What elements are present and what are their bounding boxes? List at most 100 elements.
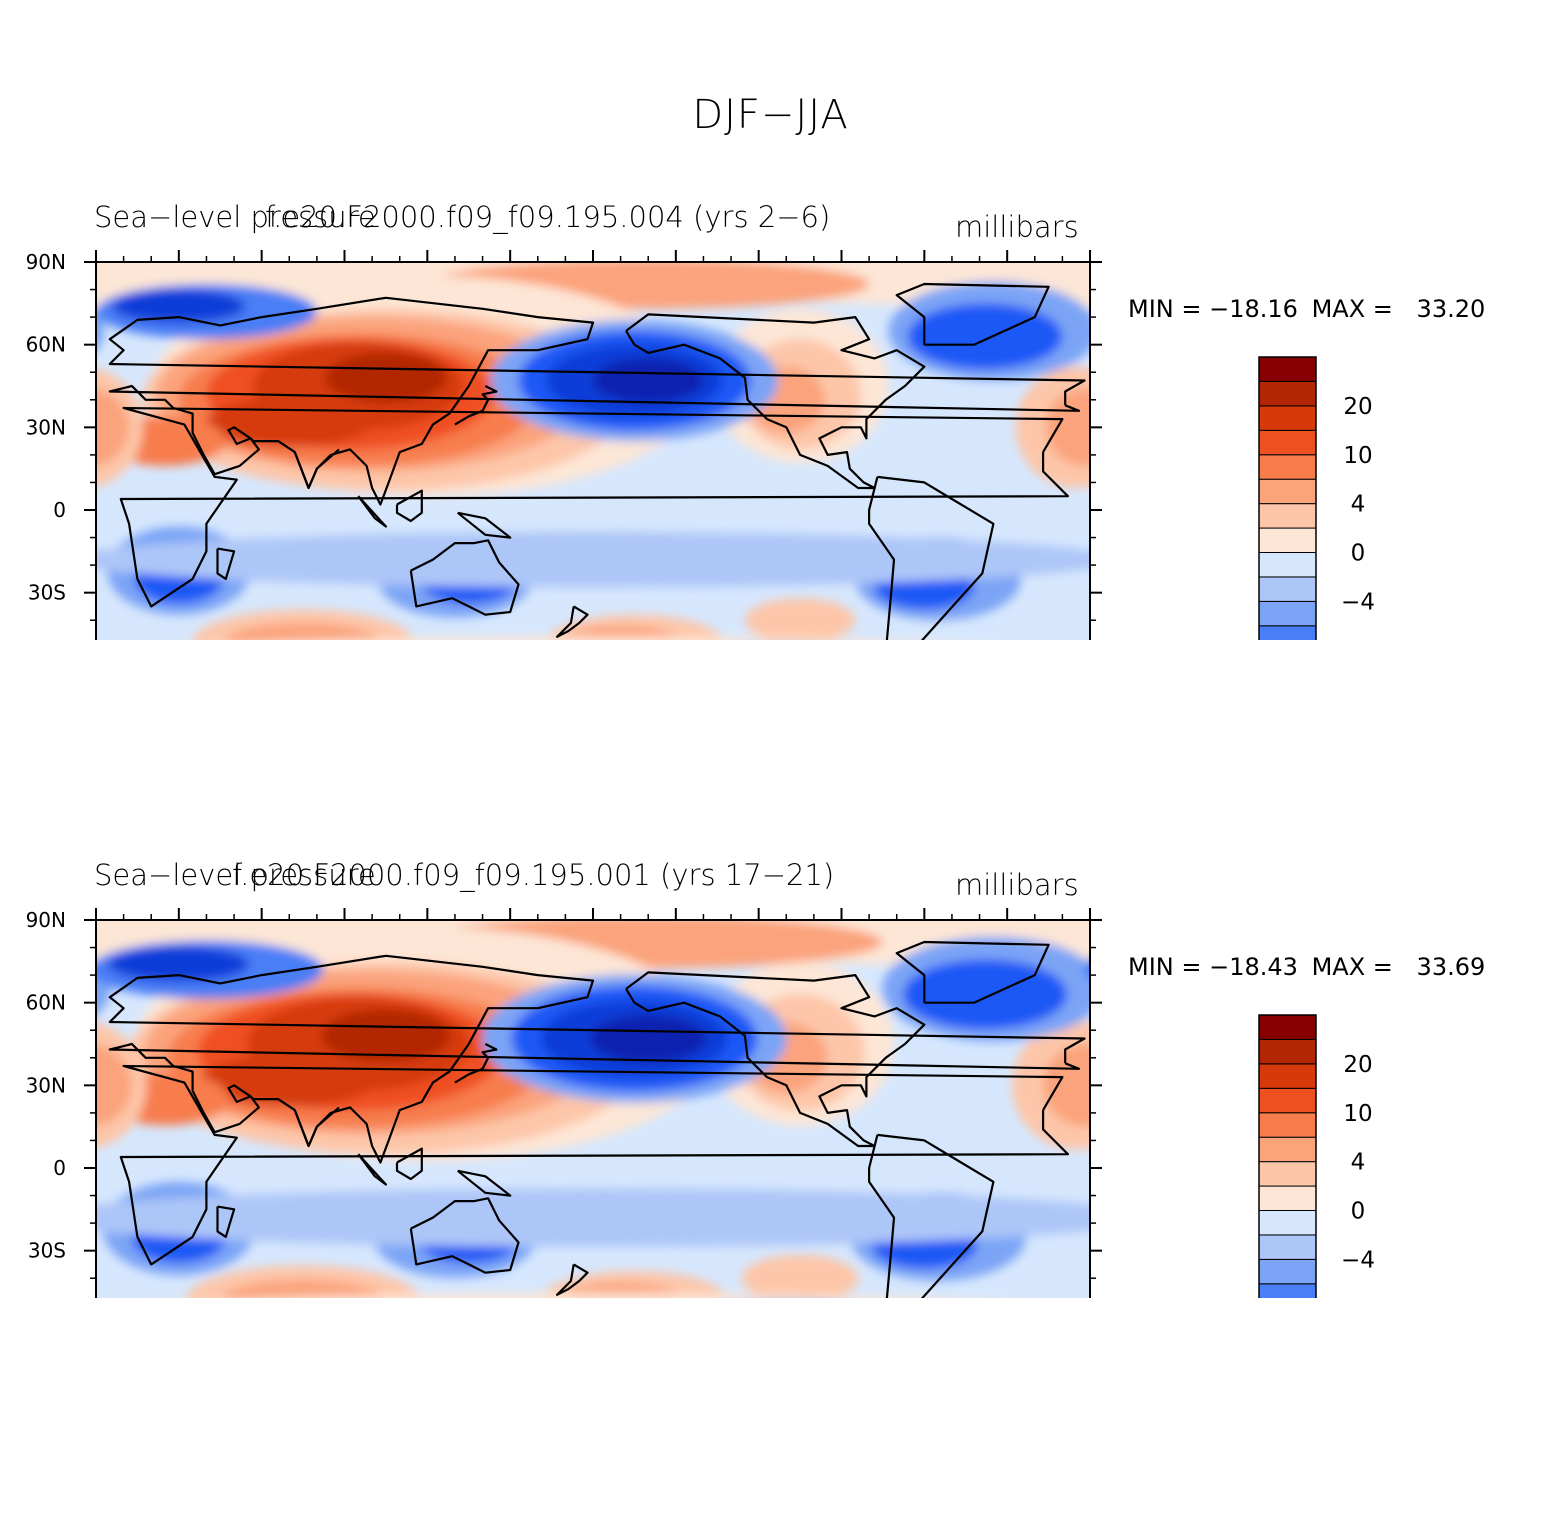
colorbar-swatch (1258, 1112, 1317, 1138)
min-max-stats: MIN = −18.43 MAX = 33.69 (1128, 953, 1485, 981)
colorbar-swatch (1258, 429, 1317, 456)
south-america-coastline (867, 475, 995, 640)
india-detail (293, 448, 340, 490)
colorbar-frame (1258, 356, 1317, 640)
y-tick-label: 30S (28, 581, 66, 605)
southern-midlat-positive (274, 1293, 912, 1298)
southern-tropics-negative-wrap (1062, 550, 1090, 569)
max-label: MAX = (1311, 953, 1393, 981)
y-tick-label: 60N (26, 991, 66, 1015)
colorbar-swatch (1258, 1038, 1317, 1065)
africa-coastline (119, 1064, 1070, 1266)
y-tick-label: 90N (26, 908, 66, 932)
southern-midlat-positive (333, 636, 853, 640)
units-label: millibars (955, 868, 1079, 902)
variable-title: Sea−level pressure (94, 858, 376, 892)
colorbar-swatch (1258, 503, 1317, 529)
south-indian-positive (221, 1279, 385, 1298)
min-max-stats: MIN = −18.16 MAX = 33.20 (1128, 295, 1485, 323)
colorbar-label: 0 (1351, 1199, 1366, 1225)
colorbar-swatch (1258, 625, 1317, 640)
colorbar-swatch (1258, 1136, 1317, 1163)
africa-coastline (119, 406, 1070, 608)
barents-low (108, 946, 250, 982)
madagascar-coastline (216, 1205, 236, 1239)
colorbar-swatch (1258, 380, 1317, 407)
aleutian-low-core (589, 1015, 707, 1062)
figure-title: DJF−JJA (692, 92, 849, 138)
y-tick-label: 30N (26, 415, 66, 439)
map-plot: 030E60E90E120E150E180150W120W90W60W30W09… (26, 908, 1382, 1298)
south-pacific-positive-east (741, 1254, 859, 1298)
colorbar-label: 0 (1351, 541, 1366, 567)
max-value: 33.20 (1416, 295, 1486, 323)
eurasia-coastline (108, 296, 1086, 506)
north-america-coastline (625, 313, 926, 490)
new-guinea-coastline (457, 1169, 512, 1197)
coastlines (108, 940, 1086, 1298)
colorbar-swatch (1258, 1014, 1317, 1040)
icelandic-low (907, 303, 1063, 370)
south-indian-positive (226, 622, 380, 640)
icelandic-low-wrap (96, 962, 111, 1015)
new-zealand-coastline (555, 605, 589, 638)
colorbar-label: 10 (1343, 443, 1372, 469)
min-label: MIN = (1128, 953, 1202, 981)
colorbar-swatch (1258, 1185, 1317, 1211)
case-title: f.e20.F2000.f09_f09.195.001 (yrs 17−21) (232, 858, 835, 892)
eurasia-coastline (108, 954, 1086, 1164)
colorbar-swatch (1258, 1063, 1317, 1089)
southern-tropics-negative (96, 1188, 1090, 1247)
new-zealand-coastline (555, 1263, 589, 1296)
colorbar-label: 10 (1343, 1101, 1372, 1127)
south-america-coastline (867, 1133, 995, 1298)
sumatra-coastline (357, 1153, 387, 1186)
sumatra-coastline (357, 495, 387, 528)
y-tick-label: 60N (26, 333, 66, 357)
south-pacific-positive (560, 625, 681, 640)
map-plot: 030E60E90E120E150E180150W120W90W60W30W09… (26, 250, 1382, 640)
colorbar-label: 4 (1351, 1150, 1366, 1176)
map-panel-1: Sea−level pressure f.e20.F2000.f09_f09.1… (0, 0, 1541, 640)
south-pacific-positive-east (744, 598, 856, 640)
colorbar-swatch (1258, 1210, 1317, 1236)
variable-title: Sea−level pressure (94, 200, 376, 234)
india-detail (293, 1106, 340, 1148)
units-label: millibars (955, 210, 1079, 244)
barents-low-wrap (1083, 959, 1090, 980)
siberian-high (321, 1009, 451, 1063)
greenland-coastline (895, 940, 1050, 1004)
max-label: MAX = (1311, 295, 1393, 323)
colorbar-swatch (1258, 552, 1317, 578)
colorbar-swatch (1258, 1161, 1317, 1187)
colorbar-swatch (1258, 1258, 1317, 1285)
min-label: MIN = (1128, 295, 1202, 323)
coastlines (108, 282, 1086, 640)
tibet-positive (206, 397, 373, 447)
min-value: −18.43 (1209, 953, 1298, 981)
max-value: 33.69 (1416, 953, 1486, 981)
colorbar-swatch (1258, 1087, 1317, 1114)
southern-tropics-negative-wrap (96, 550, 124, 569)
colorbar-label: 20 (1343, 394, 1372, 420)
y-tick-label: 0 (53, 498, 66, 522)
colorbar-label: −4 (1341, 589, 1375, 615)
japan-coastline (454, 385, 498, 426)
y-tick-label: 0 (53, 1156, 66, 1180)
barents-low (112, 289, 246, 323)
north-america-coastline (625, 971, 926, 1148)
azores-positive (1045, 388, 1090, 466)
southern-tropics-negative-wrap (1031, 1204, 1090, 1231)
colorbar-label: 4 (1351, 492, 1366, 518)
azores-positive (1043, 1044, 1090, 1127)
colorbar-swatch (1258, 405, 1317, 431)
australia-coastline (409, 1197, 520, 1274)
icelandic-low (903, 959, 1068, 1030)
borneo-coastline (395, 1147, 423, 1181)
australia-coastline (409, 539, 520, 616)
colorbar-frame (1258, 1014, 1317, 1298)
y-tick-label: 90N (26, 250, 66, 274)
y-tick-label: 30S (28, 1239, 66, 1263)
siberian-high (325, 352, 447, 403)
